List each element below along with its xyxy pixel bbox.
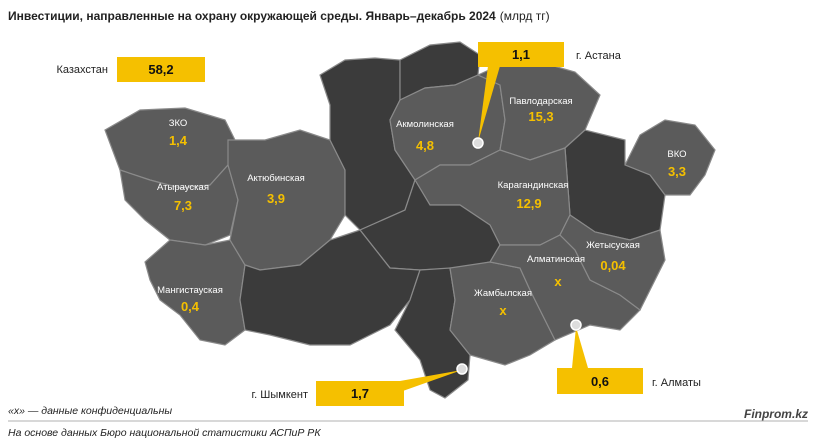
region-name: Карагандинская xyxy=(498,180,569,191)
region-value: х xyxy=(554,274,562,289)
city-marker xyxy=(472,137,484,149)
region-value: 12,9 xyxy=(516,196,541,211)
city-value: 1,1 xyxy=(512,47,530,62)
source: На основе данных Бюро национальной стати… xyxy=(8,427,321,439)
region-value: 4,8 xyxy=(416,138,434,153)
region-zhetysu xyxy=(559,214,666,311)
region-name: Актюбинская xyxy=(247,173,305,184)
city-box xyxy=(557,368,643,394)
title: Инвестиции, направленные на охрану окруж… xyxy=(8,9,550,23)
city-marker xyxy=(456,363,468,375)
region-value: 0,4 xyxy=(181,299,200,314)
city-box xyxy=(478,42,564,67)
city-marker xyxy=(570,319,582,331)
map xyxy=(104,41,716,399)
region-value: 3,3 xyxy=(668,164,686,179)
region-name: Атырауская xyxy=(157,182,209,193)
footnote: «х» — данные конфиденциальны xyxy=(8,405,172,417)
title-main: Инвестиции, направленные на охрану окруж… xyxy=(8,9,496,23)
region-name: Алматинская xyxy=(527,254,585,265)
title-unit: (млрд тг) xyxy=(500,9,550,23)
callout-pointer xyxy=(572,327,588,368)
region-value: х xyxy=(499,303,507,318)
region-name: Мангистауская xyxy=(157,285,223,296)
city-name: г. Астана xyxy=(576,50,622,62)
callout-pointer xyxy=(478,66,500,142)
brand: Finprom.kz xyxy=(744,407,808,421)
region-name: Жетысуская xyxy=(586,240,640,251)
region-name: ВКО xyxy=(667,149,686,160)
total-box xyxy=(117,57,205,82)
city-value: 1,7 xyxy=(351,386,369,401)
region-name: Павлодарская xyxy=(509,96,572,107)
total-label: Казахстан xyxy=(56,64,108,76)
region-value: 3,9 xyxy=(267,191,285,206)
region-name: Жамбылская xyxy=(474,288,532,299)
city-name: г. Шымкент xyxy=(252,389,309,401)
city-name: г. Алматы xyxy=(652,377,701,389)
region-name: Акмолинская xyxy=(396,119,454,130)
city-box xyxy=(316,381,404,406)
region-value: 15,3 xyxy=(528,109,553,124)
city-value: 0,6 xyxy=(591,374,609,389)
callout-pointer xyxy=(400,370,462,392)
total-value: 58,2 xyxy=(148,62,173,77)
region-value: 7,3 xyxy=(174,198,192,213)
region-name: ЗКО xyxy=(169,118,188,129)
region-value: 1,4 xyxy=(169,133,188,148)
region-value: 0,04 xyxy=(600,258,626,273)
